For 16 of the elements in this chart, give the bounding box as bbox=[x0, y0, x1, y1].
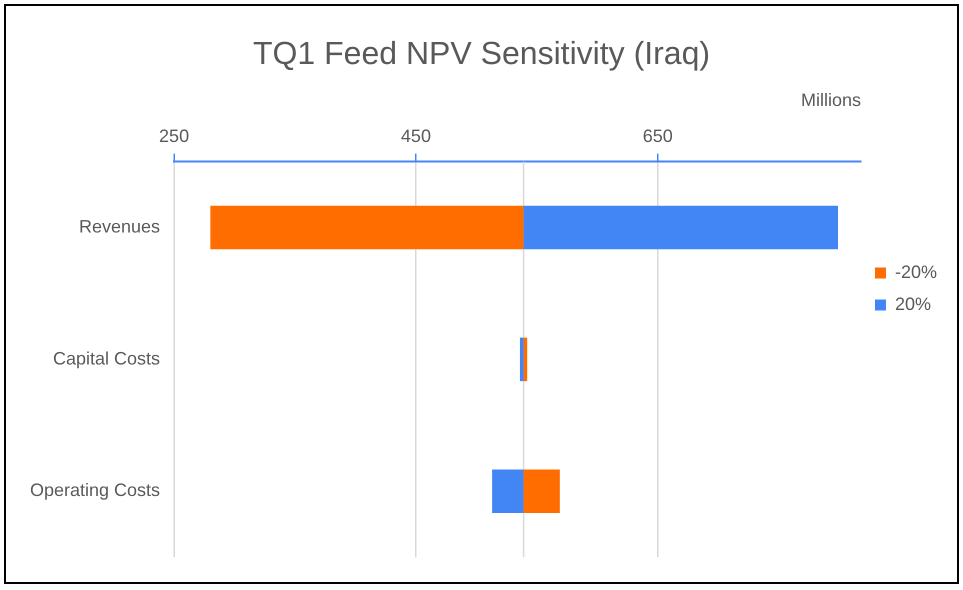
y-tick-label: Revenues bbox=[79, 216, 160, 236]
y-tick-label: Capital Costs bbox=[53, 348, 160, 368]
x-tick-label: 650 bbox=[642, 126, 673, 146]
legend-label: -20% bbox=[894, 262, 938, 282]
bar bbox=[524, 206, 838, 250]
y-tick-label: Operating Costs bbox=[30, 480, 160, 500]
chart-title: TQ1 Feed NPV Sensitivity (Iraq) bbox=[252, 35, 710, 72]
bar bbox=[492, 470, 524, 514]
bar bbox=[524, 470, 560, 514]
legend-label: 20% bbox=[894, 294, 932, 314]
bar bbox=[524, 338, 528, 382]
x-axis-title: Millions bbox=[800, 90, 861, 110]
x-tick-label: 450 bbox=[400, 126, 431, 146]
bar bbox=[210, 206, 524, 250]
x-tick-label: 250 bbox=[159, 126, 190, 146]
bar bbox=[520, 338, 524, 382]
